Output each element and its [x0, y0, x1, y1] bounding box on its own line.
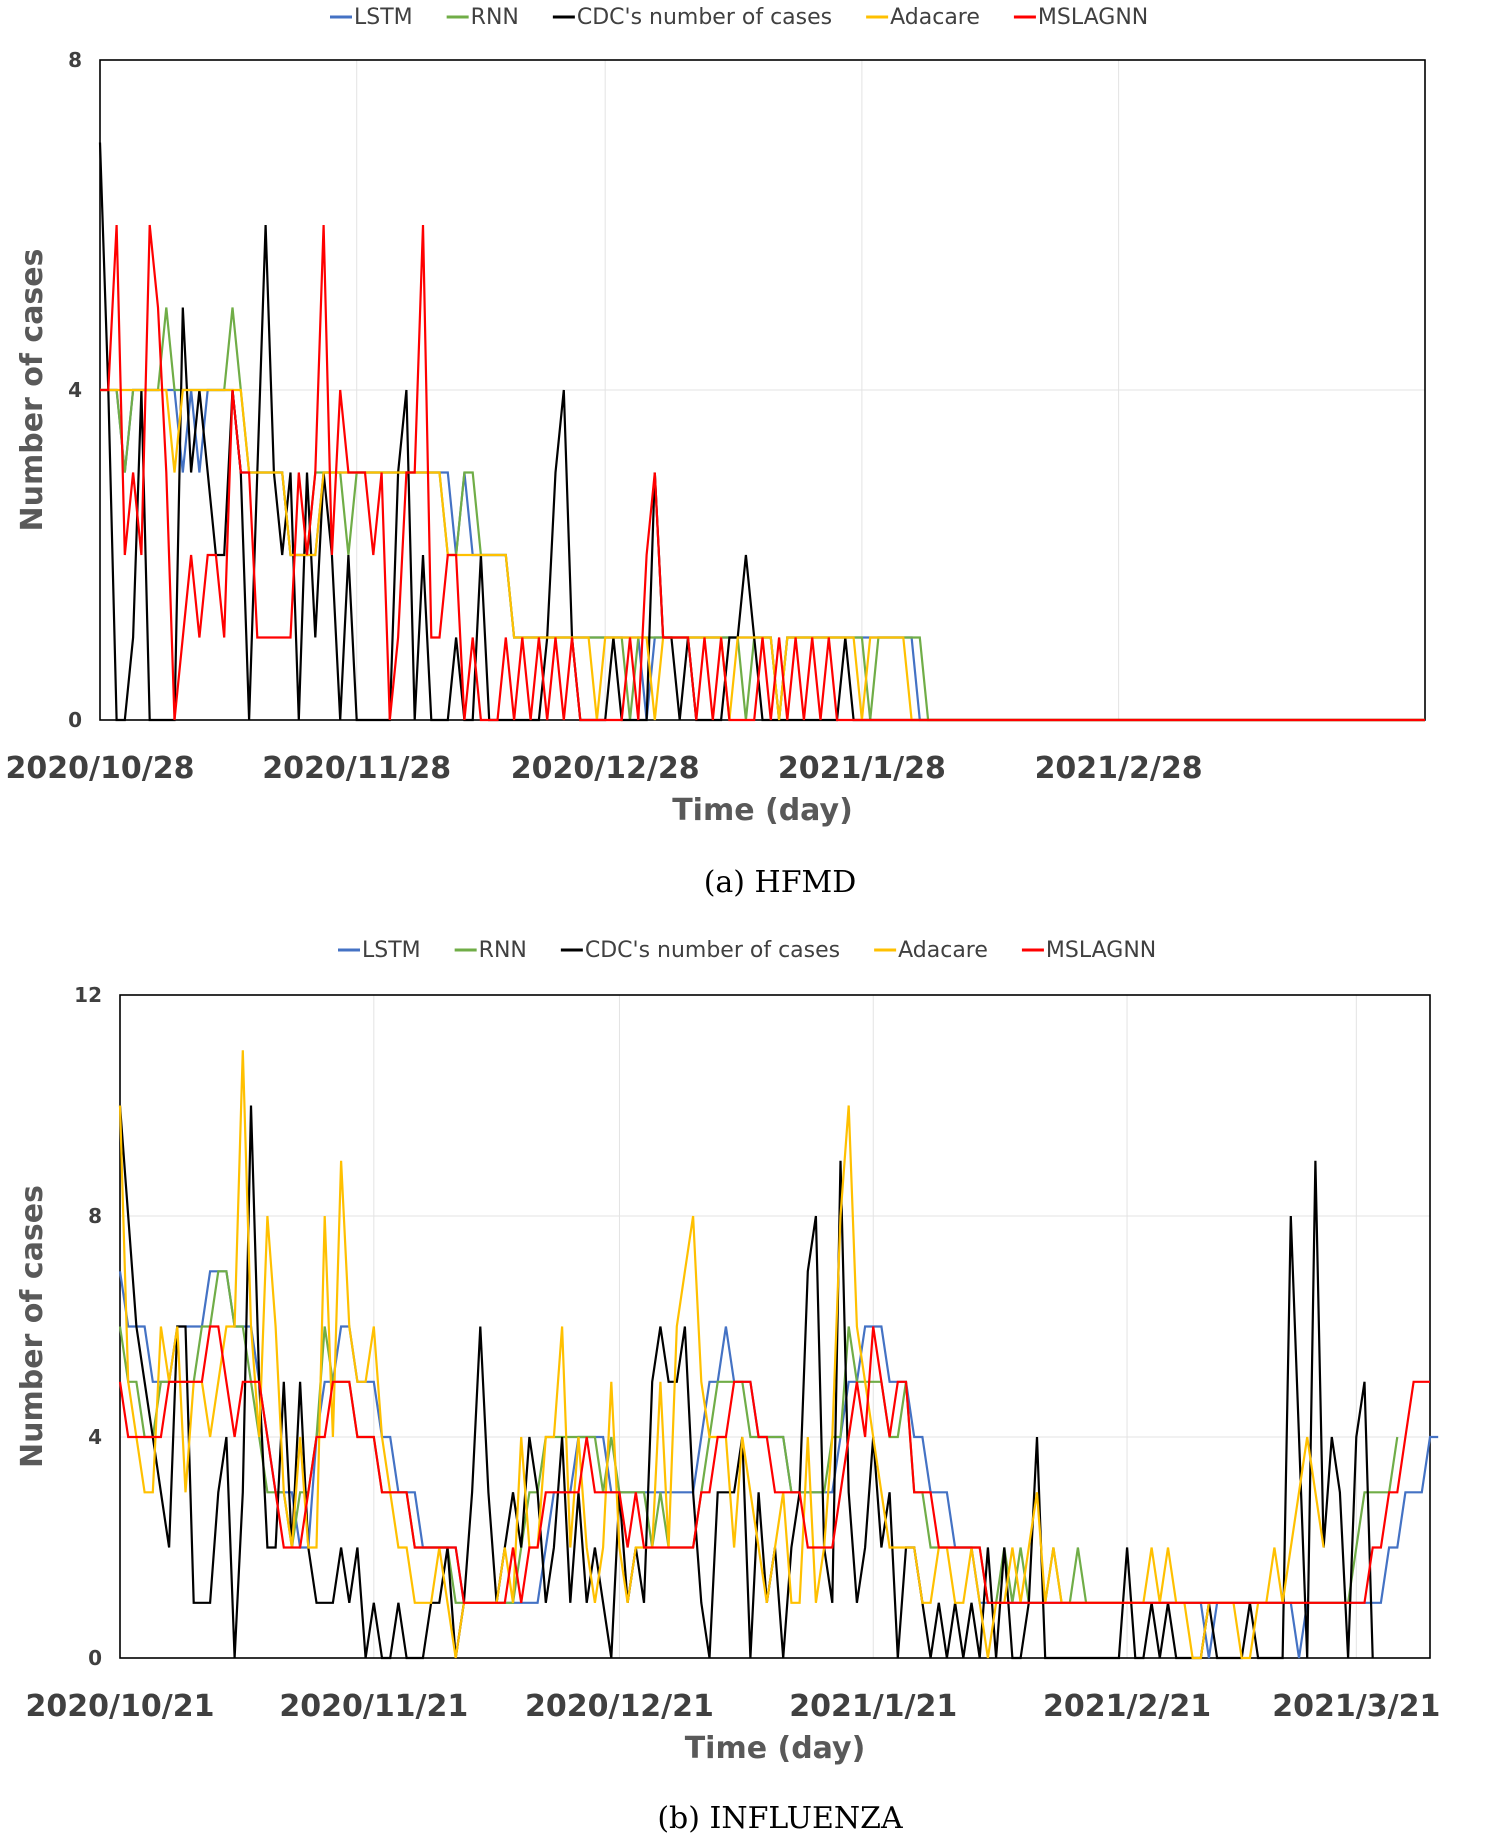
series-line-adacare — [100, 388, 1425, 722]
legend-label-mslagnn: MSLAGNN — [1038, 5, 1148, 30]
x-tick-label: 2020/10/21 — [26, 1689, 215, 1724]
x-tick-label: 2020/11/21 — [279, 1689, 468, 1724]
figure-caption: (b) INFLUENZA — [657, 1801, 903, 1836]
legend-label-mslagnn: MSLAGNN — [1046, 938, 1156, 963]
series-line-cdc-s-number-of-cases — [118, 1105, 1374, 1660]
chart-panel-influenza: 0 4 8 12 2020/10/21 2020/11/21 2020/12/21 2021/… — [0, 930, 1500, 1841]
hfmd-chart: 0 4 8 2020/10/28 2020/11/28 2020/12/28 2021/1/… — [6, 5, 1426, 900]
series-line-rnn — [100, 307, 1425, 722]
x-axis-title: Time (day) — [685, 1731, 866, 1766]
y-axis-title: Number of cases — [15, 1185, 50, 1468]
legend-label-rnn: RNN — [479, 938, 527, 963]
y-tick-label: 12 — [74, 983, 102, 1007]
y-tick-label: 4 — [88, 1425, 102, 1449]
x-tick-label: 2021/3/21 — [1272, 1689, 1440, 1724]
influenza-chart: 0 4 8 12 2020/10/21 2020/11/21 2020/12/21 2021/… — [15, 938, 1440, 1836]
y-tick-label: 0 — [68, 708, 82, 732]
y-tick-label: 0 — [88, 1646, 102, 1670]
x-tick-label: 2020/11/28 — [262, 751, 451, 786]
legend-label-adacare: Adacare — [890, 5, 980, 30]
chart-panel-hfmd: 0 4 8 2020/10/28 2020/11/28 2020/12/28 2021/1/… — [0, 0, 1500, 910]
series-line-cdc-s-number-of-cases — [98, 142, 1425, 722]
x-tick-label: 2020/12/21 — [525, 1689, 714, 1724]
y-axis-title: Number of cases — [15, 249, 50, 532]
legend-label-cdc-s-number-of-cases: CDC's number of cases — [585, 938, 840, 963]
x-tick-label: 2020/10/28 — [6, 751, 195, 786]
x-tick-label: 2021/1/28 — [778, 751, 946, 786]
legend-label-lstm: LSTM — [354, 5, 413, 30]
legend-label-adacare: Adacare — [898, 938, 988, 963]
legend-label-cdc-s-number-of-cases: CDC's number of cases — [577, 5, 832, 30]
x-axis-title: Time (day) — [672, 793, 853, 828]
x-tick-label: 2021/1/21 — [789, 1689, 957, 1724]
x-tick-label: 2021/2/28 — [1035, 751, 1203, 786]
series-line-mslagnn — [100, 224, 1425, 722]
legend-label-rnn: RNN — [471, 5, 519, 30]
y-tick-label: 4 — [68, 378, 82, 402]
legend-label-lstm: LSTM — [362, 938, 421, 963]
series-line-mslagnn — [118, 1325, 1430, 1604]
x-tick-label: 2021/2/21 — [1043, 1689, 1211, 1724]
x-tick-label: 2020/12/28 — [511, 751, 700, 786]
figure-caption: (a) HFMD — [704, 865, 857, 900]
y-tick-label: 8 — [88, 1204, 102, 1228]
y-tick-label: 8 — [68, 48, 82, 72]
